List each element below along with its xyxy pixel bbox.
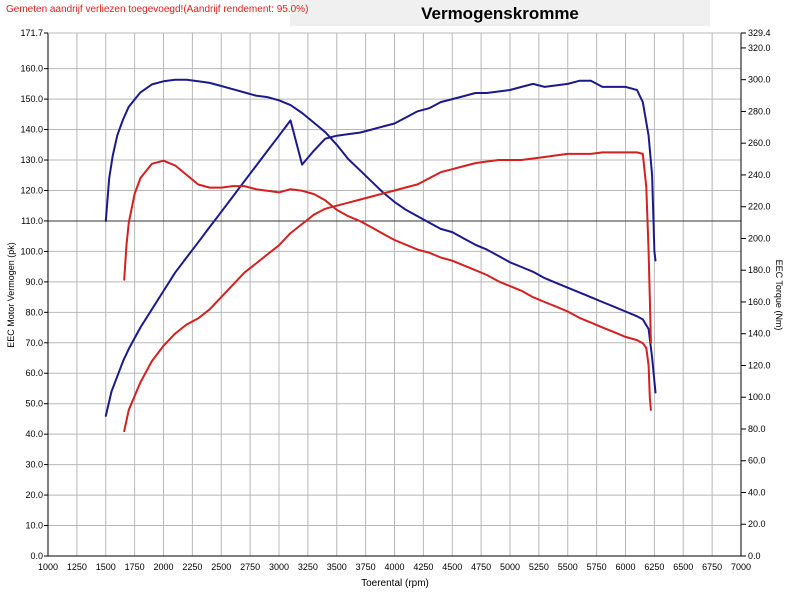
x-tick-label: 3500 [327,562,347,572]
y-axis-left-label: EEC Motor Vermogen (pk) [6,242,16,348]
y-right-tick-label: 40.0 [748,487,766,497]
x-tick-label: 2000 [153,562,173,572]
y-left-tick-label: 150.0 [20,94,43,104]
y-right-tick-label: 80.0 [748,424,766,434]
y-right-tick-label: 260.0 [748,138,771,148]
y-right-tick-label: 300.0 [748,75,771,85]
y-left-tick-label: 0.0 [30,551,43,561]
x-tick-label: 2500 [211,562,231,572]
x-tick-label: 7000 [731,562,751,572]
y-right-tick-label: 200.0 [748,233,771,243]
y-right-tick-label: 160.0 [748,297,771,307]
x-tick-label: 5000 [500,562,520,572]
x-tick-label: 3250 [298,562,318,572]
x-tick-label: 6750 [702,562,722,572]
x-tick-label: 5250 [529,562,549,572]
x-tick-label: 5750 [587,562,607,572]
y-left-tick-label: 120.0 [20,185,43,195]
x-tick-label: 2250 [182,562,202,572]
y-left-tick-label: 110.0 [21,216,43,226]
y-left-tick-label: 130.0 [20,155,43,165]
drivetrain-loss-warning: Gemeten aandrijf verliezen toegevoegd!(A… [6,4,309,15]
title-band: Vermogenskromme [290,0,710,26]
chart-title: Vermogenskromme [421,4,579,23]
axes: 1000 1250 1500 1750 2000 2250 2500 2750 3000 3250… [20,28,770,572]
y-right-tick-label: 20.0 [748,519,766,529]
series-line-blue-left [104,79,657,417]
x-axis-label: Toerental (rpm) [361,578,429,589]
y-axis-right-label: EEC Torque (Nm) [774,260,784,331]
y-left-tick-label: 40.0 [25,429,43,439]
y-right-tick-label: 180.0 [748,265,771,275]
x-tick-label: 6500 [673,562,693,572]
y-left-tick-label: 60.0 [25,368,43,378]
x-tick-label: 2750 [240,562,260,572]
y-left-tick-label: 160.0 [20,64,43,74]
x-tick-label: 1000 [38,562,58,572]
y-left-tick-label: 140.0 [20,125,43,135]
y-left-tick-label: 50.0 [25,399,43,409]
x-tick-label: 4500 [442,562,462,572]
y-left-tick-label: 10.0 [25,521,43,531]
x-tick-label: 3750 [356,562,376,572]
x-tick-label: 4250 [413,562,433,572]
x-tick-label: 6250 [644,562,664,572]
y-right-tick-label: 280.0 [748,106,771,116]
y-left-tick-label: 90.0 [25,277,43,287]
y-right-tick-label: 220.0 [748,202,771,212]
x-tick-label: 1750 [125,562,145,572]
y-left-tick-label: 70.0 [25,338,43,348]
x-tick-label: 5500 [558,562,578,572]
series-line-blue-right [104,78,657,394]
y-right-tick-label: 320.0 [748,43,771,53]
x-tick-label: 6000 [615,562,635,572]
y-right-tick-label: 0.0 [748,551,761,561]
series-line-red-right [123,159,652,411]
x-tick-label: 3000 [269,562,289,572]
y-right-tick-label: 240.0 [748,170,771,180]
x-tick-label: 4000 [384,562,404,572]
y-right-tick-label: 120.0 [748,360,771,370]
y-right-tick-label: 100.0 [748,392,771,402]
y-left-tick-label: 30.0 [25,460,43,470]
y-right-tick-label: 60.0 [748,456,766,466]
x-tick-label: 4750 [471,562,491,572]
y-left-tick-label: 100.0 [20,246,43,256]
x-tick-label: 1500 [96,562,116,572]
y-left-tick-label: 171.7 [20,28,43,38]
y-right-tick-label: 140.0 [748,329,771,339]
y-left-tick-label: 80.0 [25,307,43,317]
series-line-red-left [123,151,652,433]
data-series [104,78,657,433]
y-right-tick-label: 329.4 [748,28,771,38]
y-left-tick-label: 20.0 [25,490,43,500]
x-tick-label: 1250 [67,562,87,572]
